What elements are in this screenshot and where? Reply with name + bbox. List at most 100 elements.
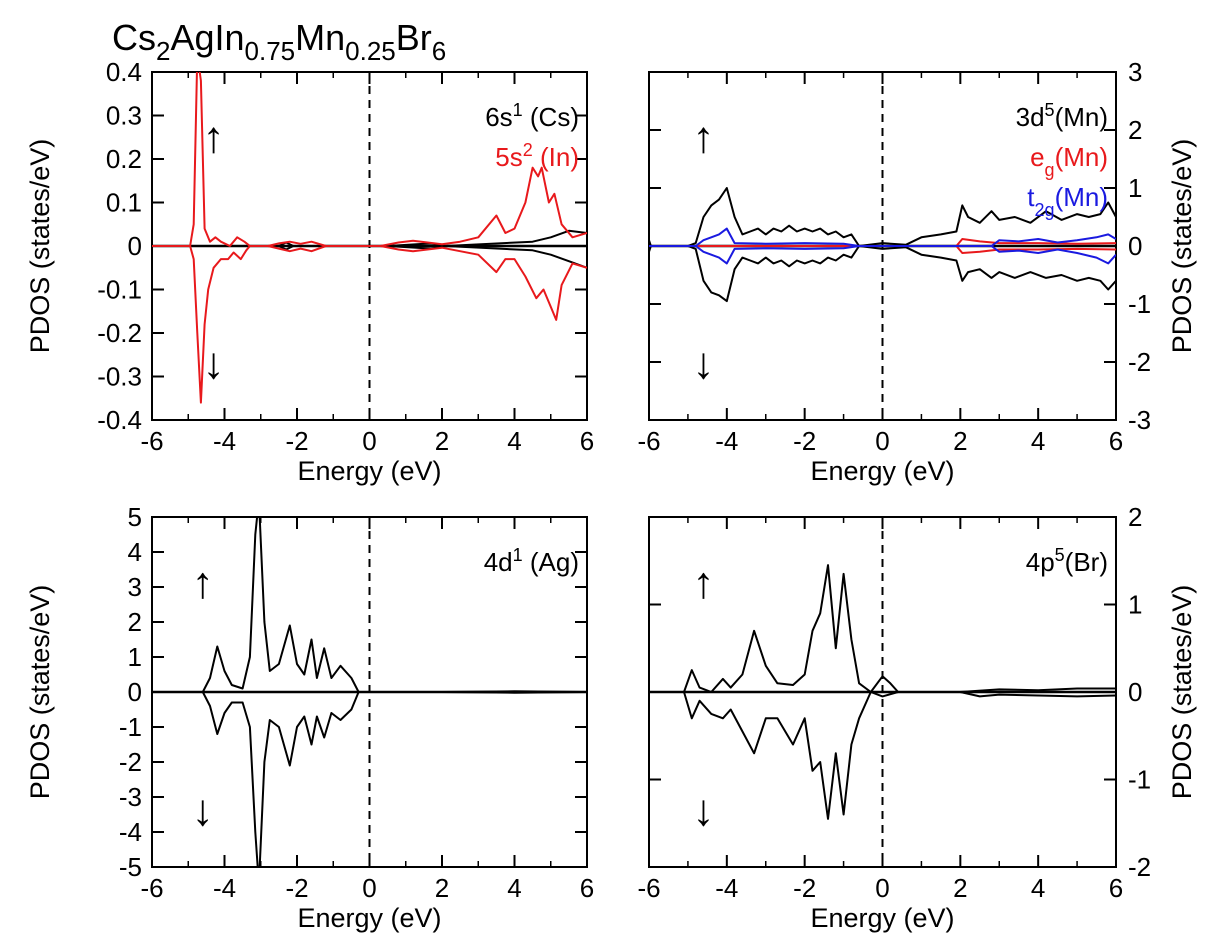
series-up-0 — [152, 517, 587, 693]
spin-up-arrow: ↑ — [192, 559, 214, 608]
x-tick-label: 0 — [875, 873, 889, 903]
x-tick-label: 2 — [435, 873, 449, 903]
y-tick-label: -0.4 — [97, 405, 142, 435]
y-tick-label: 1 — [1128, 173, 1142, 203]
series-down-1 — [649, 245, 1116, 254]
x-tick-label: 4 — [1031, 873, 1045, 903]
title-part-3: 0.75 — [245, 36, 296, 66]
x-tick-label: -2 — [285, 426, 308, 456]
legend-entry: 4d1 (Ag) — [484, 545, 579, 577]
series-up-0 — [649, 187, 1116, 247]
y-tick-label: 0 — [1128, 231, 1142, 261]
plot-area — [152, 72, 587, 420]
y-tick-label: -2 — [119, 747, 142, 777]
series-down-0 — [649, 691, 1116, 820]
x-tick-label: -6 — [140, 426, 163, 456]
plot-area — [649, 72, 1116, 420]
y-tick-label: 4 — [128, 537, 142, 567]
series-down-2 — [649, 245, 1116, 265]
y-tick-label: -1 — [1128, 289, 1151, 319]
y-tick-label: 2 — [1128, 115, 1142, 145]
series-down-0 — [152, 691, 587, 867]
y-tick-label: -3 — [119, 782, 142, 812]
series-up-2 — [649, 227, 1116, 247]
y-tick-label: -1 — [119, 712, 142, 742]
x-tick-label: 6 — [1109, 426, 1123, 456]
y-tick-label: -2 — [1128, 347, 1151, 377]
figure-title: Cs2AgIn0.75Mn0.25Br6 — [112, 17, 446, 66]
panel-cs-in: -6 -4 -2 0 2 4 6 -0.4 -0.3 -0.2 -0.1 0 0.1 0.2 0.3 0.4 E… — [25, 57, 594, 486]
legend-entry: 3d5(Mn) — [1016, 100, 1108, 132]
y-axis-label: PDOS (states/eV) — [25, 585, 55, 800]
x-tick-label: 6 — [580, 426, 594, 456]
y-tick-label: -0.2 — [97, 318, 142, 348]
x-tick-label: -2 — [793, 426, 816, 456]
y-tick-label: 2 — [128, 607, 142, 637]
spin-down-arrow: ↓ — [203, 339, 225, 388]
x-tick-label: 4 — [507, 426, 521, 456]
y-tick-label: 5 — [128, 502, 142, 532]
title-part-4: Mn — [295, 17, 345, 58]
x-tick-label: 6 — [1109, 873, 1123, 903]
y-tick-label: 0 — [128, 677, 142, 707]
x-tick-label: 2 — [435, 426, 449, 456]
spin-up-arrow: ↑ — [203, 113, 225, 162]
y-tick-label: -4 — [119, 817, 142, 847]
x-axis-label: Energy (eV) — [810, 903, 954, 933]
series-down-1 — [152, 245, 587, 404]
y-axis-label: PDOS (states/eV) — [25, 139, 55, 354]
x-axis-label: Energy (eV) — [297, 456, 441, 486]
title-part-1: 2 — [156, 36, 170, 66]
x-tick-label: -2 — [793, 873, 816, 903]
y-axis-label: PDOS (states/eV) — [1167, 585, 1197, 800]
spin-up-arrow: ↑ — [692, 559, 714, 608]
panel-mn-d: -6 -4 -2 0 2 4 6-3 -2 -1 0 1 2 3 Energy (eV) PDOS (sta… — [637, 57, 1197, 486]
y-tick-label: -0.3 — [97, 362, 142, 392]
x-axis-label: Energy (eV) — [810, 456, 954, 486]
x-tick-label: 2 — [953, 873, 967, 903]
spin-down-arrow: ↓ — [692, 786, 714, 835]
y-tick-label: 2 — [1128, 502, 1142, 532]
y-tick-label: 0 — [1128, 677, 1142, 707]
legend-entry: 4p5(Br) — [1026, 545, 1108, 577]
title-part-5: 0.25 — [345, 36, 396, 66]
series-down-0 — [649, 245, 1116, 303]
y-tick-label: -0.1 — [97, 275, 142, 305]
legend-entry: t2g(Mn) — [1027, 182, 1108, 220]
x-tick-label: 0 — [875, 426, 889, 456]
x-tick-label: -4 — [715, 426, 738, 456]
title-part-0: Cs — [112, 17, 156, 58]
y-tick-label: 1 — [128, 642, 142, 672]
panel-ag-d: -6 -4 -2 0 2 4 6 -5 -4 -3 -2 -1 0 1 2 3 4 5 Energy (eV) PDO… — [25, 502, 594, 933]
y-tick-label: 0.1 — [106, 188, 142, 218]
spin-down-arrow: ↓ — [692, 339, 714, 388]
y-tick-label: 0.3 — [106, 101, 142, 131]
x-tick-label: 6 — [580, 873, 594, 903]
title-part-6: Br — [396, 17, 432, 58]
x-tick-label: 2 — [953, 426, 967, 456]
legend-entry: 5s2 (In) — [495, 140, 579, 172]
x-tick-label: -6 — [637, 873, 660, 903]
y-tick-label: 1 — [1128, 590, 1142, 620]
x-tick-label: 0 — [362, 873, 376, 903]
series-up-1 — [649, 238, 1116, 247]
x-tick-label: 4 — [1031, 426, 1045, 456]
x-tick-label: -4 — [213, 426, 236, 456]
x-axis-label: Energy (eV) — [297, 903, 441, 933]
legend-entry: eg(Mn) — [1030, 142, 1108, 180]
y-tick-label: 0 — [128, 231, 142, 261]
plot-area — [649, 517, 1116, 867]
x-tick-label: 0 — [362, 426, 376, 456]
x-tick-label: -6 — [140, 873, 163, 903]
title-part-2: AgIn — [170, 17, 244, 58]
x-tick-label: -2 — [285, 873, 308, 903]
plot-area — [152, 517, 587, 867]
y-tick-label: -2 — [1128, 852, 1151, 882]
x-tick-label: -4 — [213, 873, 236, 903]
y-axis-label: PDOS (states/eV) — [1167, 139, 1197, 354]
y-tick-label: 0.4 — [106, 57, 142, 87]
x-tick-label: 4 — [507, 873, 521, 903]
spin-up-arrow: ↑ — [692, 113, 714, 162]
spin-down-arrow: ↓ — [192, 786, 214, 835]
